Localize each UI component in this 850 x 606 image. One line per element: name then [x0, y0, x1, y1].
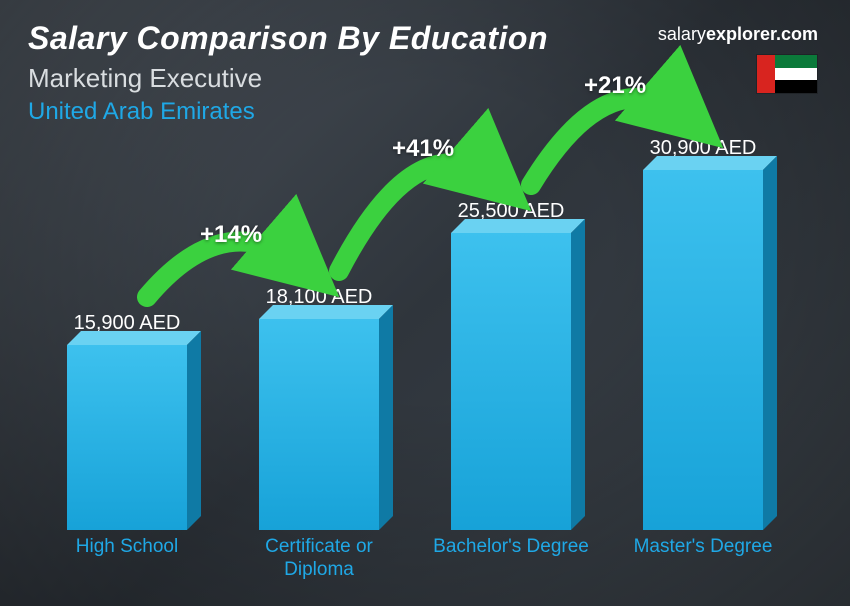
brand-suffix: explorer.com	[706, 24, 818, 44]
flag-uae	[756, 54, 818, 94]
increase-arcs	[40, 116, 790, 586]
increase-pct: +21%	[584, 72, 646, 100]
content: Salary Comparison By Education Marketing…	[0, 0, 850, 606]
bar-chart: 15,900 AED18,100 AED25,500 AED30,900 AED…	[40, 116, 790, 586]
flag-hoist	[757, 55, 775, 93]
brand-logo: salaryexplorer.com	[658, 24, 818, 45]
increase-arc	[339, 163, 501, 271]
subtitle: Marketing Executive	[28, 63, 822, 94]
increase-arc	[147, 241, 309, 297]
increase-pct: +41%	[392, 135, 454, 163]
brand-prefix: salary	[658, 24, 706, 44]
increase-pct: +14%	[200, 221, 262, 249]
